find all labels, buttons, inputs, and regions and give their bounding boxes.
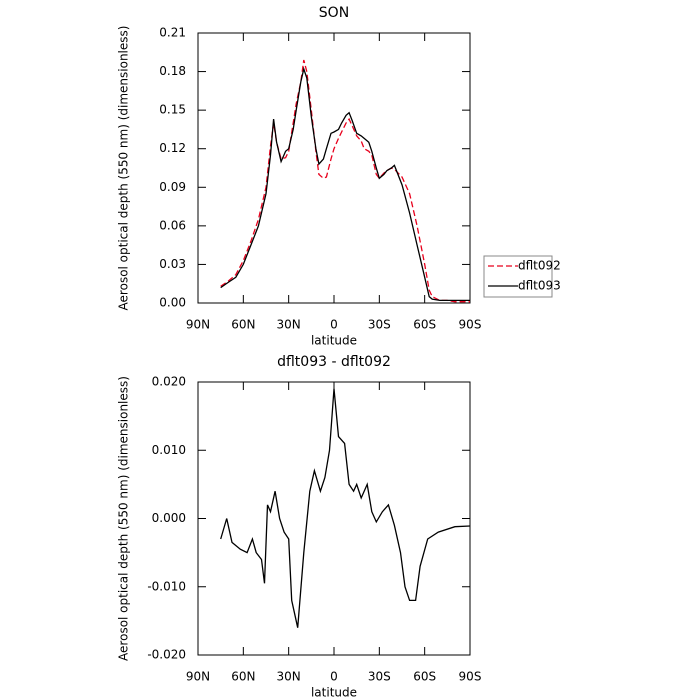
y-tick-label: 0.03 xyxy=(159,257,186,271)
legend-label: dflt093 xyxy=(518,279,561,293)
y-tick-label: 0.18 xyxy=(159,64,186,78)
y-tick-label: -0.020 xyxy=(147,648,186,662)
x-tick-label: 60S xyxy=(413,670,436,684)
x-tick-label: 60S xyxy=(413,318,436,332)
x-tick-label: 30N xyxy=(277,670,301,684)
x-tick-label: 0 xyxy=(330,670,338,684)
x-tick-label: 0 xyxy=(330,318,338,332)
x-axis-label: latitude xyxy=(311,334,357,348)
x-tick-label: 30S xyxy=(368,670,391,684)
chart-title: dflt093 - dflt092 xyxy=(277,354,391,370)
x-tick-label: 30N xyxy=(277,318,301,332)
y-axis-label: Aerosol optical depth (550 nm) (dimensio… xyxy=(117,376,131,661)
x-tick-label: 90S xyxy=(459,670,482,684)
plot-frame xyxy=(197,381,471,656)
y-tick-label: 0.06 xyxy=(159,218,186,232)
x-axis-label: latitude xyxy=(311,686,357,700)
y-tick-label: 0.010 xyxy=(152,443,186,457)
data-line xyxy=(220,66,470,302)
y-tick-label: 0.21 xyxy=(159,26,186,40)
legend-label: dflt092 xyxy=(518,259,561,273)
x-tick-label: 30S xyxy=(368,318,391,332)
y-tick-label: -0.010 xyxy=(147,579,186,593)
x-tick-label: 90N xyxy=(186,318,210,332)
y-axis-label: Aerosol optical depth (550 nm) (dimensio… xyxy=(117,26,131,311)
x-tick-label: 60N xyxy=(231,318,255,332)
plot-frame xyxy=(197,32,471,304)
x-tick-label: 60N xyxy=(231,670,255,684)
y-tick-label: 0.15 xyxy=(159,103,186,117)
data-line xyxy=(220,59,470,303)
x-tick-label: 90S xyxy=(459,318,482,332)
y-tick-label: 0.00 xyxy=(159,296,186,310)
y-tick-label: 0.09 xyxy=(159,180,186,194)
y-tick-label: 0.000 xyxy=(152,511,186,525)
chart-title: SON xyxy=(319,5,349,21)
legend-box xyxy=(483,255,553,298)
y-tick-label: 0.020 xyxy=(152,375,186,389)
data-line xyxy=(220,388,471,628)
y-tick-label: 0.12 xyxy=(159,141,186,155)
x-tick-label: 90N xyxy=(186,670,210,684)
